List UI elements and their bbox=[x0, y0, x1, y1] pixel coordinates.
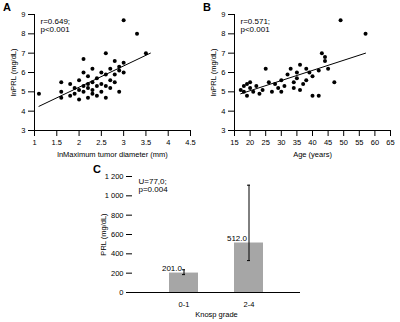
svg-text:r=0.649;p<0.001: r=0.649;p<0.001 bbox=[41, 17, 71, 34]
svg-text:400: 400 bbox=[111, 249, 124, 258]
svg-text:45: 45 bbox=[324, 138, 332, 147]
svg-text:800: 800 bbox=[111, 211, 124, 220]
svg-text:6: 6 bbox=[221, 68, 225, 77]
svg-text:512.0: 512.0 bbox=[227, 234, 248, 243]
svg-text:15: 15 bbox=[230, 138, 238, 147]
html-text:C: C bbox=[93, 163, 101, 175]
svg-text:Age (years): Age (years) bbox=[293, 150, 332, 159]
svg-text:35: 35 bbox=[293, 138, 301, 147]
svg-text:0: 0 bbox=[119, 288, 123, 297]
svg-text:5: 5 bbox=[221, 87, 225, 96]
svg-text:U=77,0;p=0.004: U=77,0;p=0.004 bbox=[139, 177, 169, 194]
svg-text:50: 50 bbox=[340, 138, 348, 147]
svg-text:20: 20 bbox=[246, 138, 254, 147]
svg-text:PRL (mg/dL): PRL (mg/dL) bbox=[99, 213, 108, 256]
svg-text:3.5: 3.5 bbox=[141, 138, 151, 147]
svg-text:65: 65 bbox=[386, 138, 394, 147]
svg-text:2: 2 bbox=[77, 138, 81, 147]
svg-text:201.0: 201.0 bbox=[162, 264, 183, 273]
svg-text:4: 4 bbox=[166, 138, 170, 147]
svg-text:8: 8 bbox=[21, 29, 25, 38]
svg-text:4.5: 4.5 bbox=[185, 138, 195, 147]
svg-text:lnMaximum tumor diameter (mm): lnMaximum tumor diameter (mm) bbox=[57, 150, 168, 159]
svg-text:30: 30 bbox=[277, 138, 285, 147]
svg-text:60: 60 bbox=[371, 138, 379, 147]
svg-text:0-1: 0-1 bbox=[179, 300, 190, 309]
svg-text:8: 8 bbox=[221, 29, 225, 38]
svg-text:40: 40 bbox=[308, 138, 316, 147]
svg-text:200: 200 bbox=[111, 269, 124, 278]
svg-text:3: 3 bbox=[122, 138, 126, 147]
svg-text:3: 3 bbox=[21, 126, 25, 135]
svg-text:7: 7 bbox=[221, 49, 225, 58]
svg-text:1: 1 bbox=[32, 138, 36, 147]
svg-text:Knosp grade: Knosp grade bbox=[195, 310, 238, 319]
svg-text:9: 9 bbox=[21, 10, 25, 19]
svg-text:55: 55 bbox=[355, 138, 363, 147]
svg-text:lnPRL (mg/dL): lnPRL (mg/dL) bbox=[9, 48, 18, 97]
svg-text:1.5: 1.5 bbox=[52, 138, 62, 147]
svg-text:5: 5 bbox=[21, 87, 25, 96]
svg-text:7: 7 bbox=[21, 49, 25, 58]
svg-text:25: 25 bbox=[262, 138, 270, 147]
svg-text:1 000: 1 000 bbox=[105, 191, 124, 200]
svg-text:6: 6 bbox=[21, 68, 25, 77]
svg-text:600: 600 bbox=[111, 230, 124, 239]
svg-text:4: 4 bbox=[221, 107, 225, 116]
svg-text:9: 9 bbox=[221, 10, 225, 19]
svg-text:lnPRL (mg/dL): lnPRL (mg/dL) bbox=[209, 48, 218, 97]
svg-text:1 200: 1 200 bbox=[105, 172, 124, 181]
svg-text:3: 3 bbox=[221, 126, 225, 135]
html-text:A: A bbox=[3, 1, 11, 13]
svg-text:2-4: 2-4 bbox=[244, 300, 255, 309]
html-text:B: B bbox=[203, 1, 211, 13]
svg-text:r=0.571;p<0.001: r=0.571;p<0.001 bbox=[241, 17, 271, 34]
svg-text:2.5: 2.5 bbox=[96, 138, 106, 147]
svg-text:4: 4 bbox=[21, 107, 25, 116]
